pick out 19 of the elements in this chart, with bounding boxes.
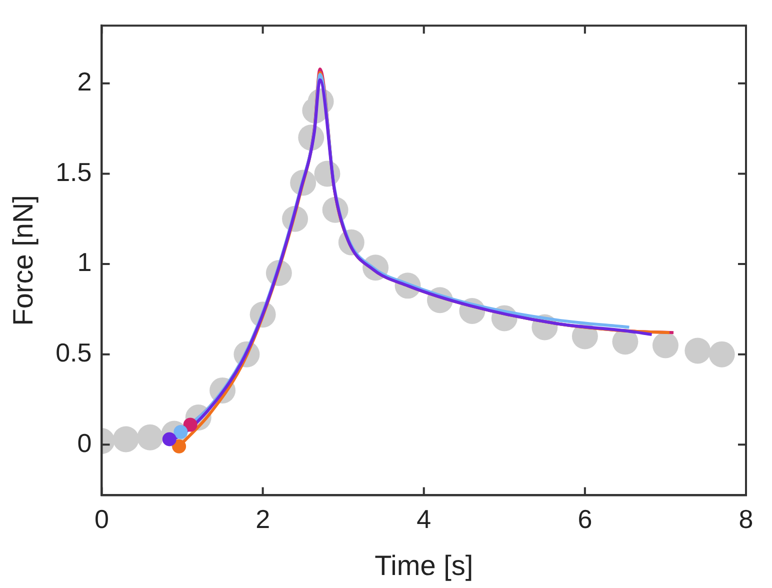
point — [137, 424, 164, 450]
y-tick-label: 2 — [77, 66, 92, 97]
point — [684, 338, 711, 364]
x-tick-label: 2 — [256, 504, 270, 534]
point — [708, 341, 735, 368]
y-tick-label: 1 — [77, 247, 92, 278]
point — [652, 332, 678, 358]
point — [612, 328, 638, 355]
x-tick-label: 4 — [416, 504, 432, 534]
point — [183, 418, 198, 432]
x-tick-label: 8 — [738, 504, 754, 534]
point — [112, 426, 139, 452]
y-axis-title: Force [nN] — [8, 195, 39, 326]
y-tick-label: 1.5 — [56, 156, 92, 187]
point — [172, 439, 186, 454]
y-tick-label: 0 — [77, 428, 92, 458]
x-axis-title: Time [s] — [374, 550, 474, 581]
x-tick-label: 6 — [578, 504, 592, 534]
y-tick-label: 0.5 — [56, 337, 92, 368]
